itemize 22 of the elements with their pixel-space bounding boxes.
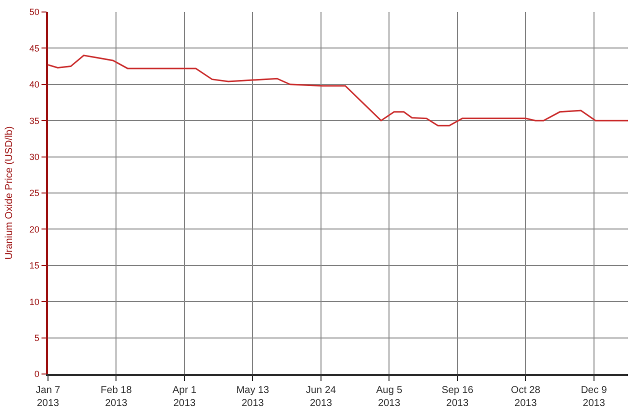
line-series bbox=[48, 54, 628, 126]
x-tick-label: Feb 18 2013 bbox=[100, 385, 132, 409]
x-tick-label: Oct 28 2013 bbox=[510, 385, 541, 409]
y-tick-label: 0 bbox=[34, 369, 40, 380]
y-tick-label: 40 bbox=[29, 80, 40, 90]
y-tick-label: 35 bbox=[29, 116, 40, 126]
y-tick-label: 5 bbox=[34, 332, 40, 343]
y-tick-label: 20 bbox=[29, 224, 40, 234]
x-tick-label: Jun 24 2013 bbox=[306, 385, 336, 409]
x-tick-label: Sep 16 2013 bbox=[442, 385, 474, 409]
y-tick-label: 30 bbox=[29, 152, 40, 162]
y-tick-label: 10 bbox=[29, 296, 40, 307]
y-tick-label: 45 bbox=[29, 43, 40, 54]
x-tick-label: Jan 7 2013 bbox=[36, 385, 61, 409]
x-tick-label: May 13 2013 bbox=[236, 385, 270, 409]
y-tick-label: 25 bbox=[29, 188, 40, 198]
x-tick-label: Aug 5 2013 bbox=[376, 385, 403, 409]
x-tick-label: Apr 1 2013 bbox=[172, 385, 197, 409]
y-axis-title: Uranium Oxide Price (USD/lb) bbox=[4, 126, 15, 260]
x-tick-label: Dec 9 2013 bbox=[580, 385, 608, 409]
y-tick-label: 50 bbox=[29, 7, 40, 18]
y-tick-label: 15 bbox=[29, 260, 40, 271]
